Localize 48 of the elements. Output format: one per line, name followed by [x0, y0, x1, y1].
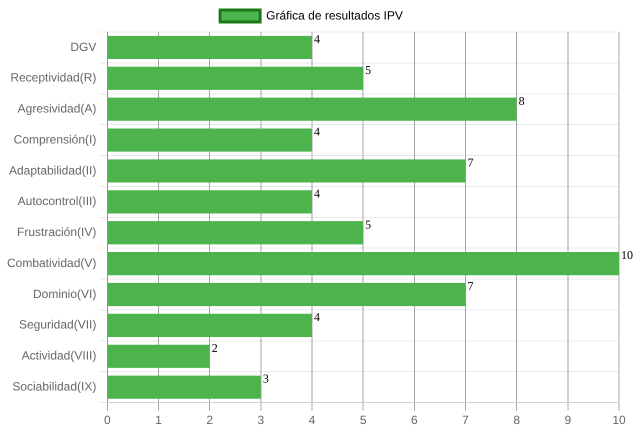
- bar: [108, 128, 312, 152]
- y-tick-label: DGV: [70, 40, 96, 54]
- y-tick-label: Autocontrol(III): [18, 194, 96, 208]
- data-label: 5: [365, 62, 372, 77]
- bar: [108, 282, 466, 306]
- x-tick-label: 3: [258, 413, 265, 428]
- y-tick-label: Comprensión(I): [14, 132, 96, 146]
- legend-label: Gráfica de resultados IPV: [266, 8, 403, 22]
- y-tick-label: Sociabilidad(IX): [12, 379, 96, 394]
- y-tick-label: Adaptabilidad(II): [8, 163, 96, 178]
- bar: [108, 36, 312, 60]
- data-label: 4: [314, 32, 320, 46]
- y-tick-label: Frustración(IV): [17, 225, 96, 240]
- x-tick-label: 2: [206, 413, 214, 428]
- bar: [108, 159, 466, 183]
- y-tick-label: Seguridad(VII): [18, 318, 96, 332]
- data-label: 2: [212, 340, 218, 355]
- bar: [108, 221, 364, 244]
- x-tick-label: 7: [462, 413, 470, 428]
- x-tick-label: 0: [104, 413, 112, 428]
- data-label: 10: [621, 248, 633, 262]
- x-tick-label: 4: [308, 413, 316, 428]
- y-tick-label: Agresividad(A): [18, 102, 96, 116]
- x-tick-label: 6: [411, 413, 418, 428]
- data-label: 3: [262, 372, 269, 386]
- data-label: 4: [314, 186, 320, 200]
- bar: [108, 314, 312, 337]
- y-tick-label: Receptividad(R): [10, 70, 96, 85]
- bar: [108, 66, 364, 90]
- data-label: 5: [365, 217, 372, 232]
- x-tick-label: 5: [360, 413, 367, 428]
- data-label: 7: [468, 279, 474, 294]
- bar: [108, 98, 517, 121]
- data-label: 7: [468, 156, 474, 170]
- data-label: 4: [314, 310, 320, 324]
- y-tick-label: Combatividad(V): [6, 256, 96, 270]
- x-tick-label: 9: [564, 413, 572, 428]
- bar: [108, 252, 619, 276]
- data-label: 8: [518, 94, 525, 108]
- x-tick-label: 8: [513, 413, 520, 428]
- x-tick-label: 1: [155, 413, 162, 428]
- x-tick-label: 10: [612, 413, 626, 428]
- data-label: 4: [314, 124, 320, 139]
- y-tick-label: Dominio(VI): [33, 286, 96, 301]
- y-tick-label: Actividad(VIII): [22, 348, 96, 363]
- bar: [108, 376, 261, 399]
- bar: [108, 190, 312, 214]
- bar: [108, 344, 210, 368]
